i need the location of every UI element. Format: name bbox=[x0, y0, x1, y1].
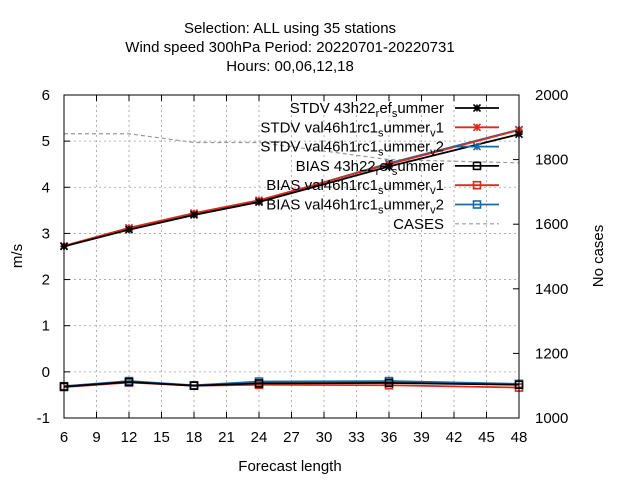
y-tick-label: 2 bbox=[42, 272, 50, 289]
point-marker bbox=[124, 225, 134, 234]
legend-label: BIAS val46h1rc1summerv2 bbox=[266, 197, 444, 217]
legend-label: STDV val46h1rc1summerv1 bbox=[260, 119, 444, 139]
title-line-3: Hours: 00,06,12,18 bbox=[226, 58, 354, 75]
x-tick-label: 45 bbox=[478, 429, 495, 446]
x-tick-label: 21 bbox=[218, 429, 235, 446]
y-tick-label: 1 bbox=[42, 318, 50, 335]
point-marker bbox=[124, 377, 134, 387]
title-line-2: Wind speed 300hPa Period: 20220701-20220… bbox=[125, 39, 454, 56]
legend-label: STDV val46h1rc1summerv2 bbox=[260, 139, 444, 159]
series-line bbox=[64, 133, 520, 164]
point-marker bbox=[254, 379, 264, 388]
title-line-1: Selection: ALL using 35 stations bbox=[184, 20, 396, 37]
legend-label: CASES bbox=[393, 216, 444, 233]
chart-title: Selection: ALL using 35 stations Wind sp… bbox=[125, 20, 454, 75]
x-tick-label: 36 bbox=[381, 429, 398, 446]
grid bbox=[64, 95, 519, 418]
y2-tick-label: 2000 bbox=[535, 87, 568, 104]
point-marker bbox=[384, 378, 394, 388]
x-tick-label: 24 bbox=[251, 429, 268, 446]
x-tick-label: 15 bbox=[153, 429, 170, 446]
y-tick-label: 3 bbox=[42, 225, 50, 242]
y-tick-label: 5 bbox=[42, 133, 50, 150]
legend-label: BIAS 43h22refsummer bbox=[296, 158, 444, 178]
x-tick-label: 27 bbox=[283, 429, 300, 446]
x-axis-label: Forecast length bbox=[238, 458, 341, 475]
x-tick-label: 6 bbox=[60, 429, 68, 446]
x-tick-label: 33 bbox=[348, 429, 365, 446]
y-axis-label: m/s bbox=[9, 244, 26, 268]
series-3 bbox=[59, 377, 524, 391]
y2-tick-label: 1600 bbox=[535, 216, 568, 233]
y2-tick-label: 1200 bbox=[535, 345, 568, 362]
x-tick-label: 42 bbox=[446, 429, 463, 446]
x-tick-label: 30 bbox=[316, 429, 333, 446]
point-marker bbox=[472, 123, 482, 132]
ticks: 6 9 12 15 18 21 24 27 30 33 36 39 42 45 48-10123456100… bbox=[37, 87, 569, 446]
series-6 bbox=[64, 133, 520, 164]
x-tick-label: 9 bbox=[92, 429, 100, 446]
point-marker bbox=[472, 161, 482, 171]
point-marker bbox=[254, 197, 264, 207]
series-line bbox=[63, 133, 520, 248]
x-tick-label: 18 bbox=[186, 429, 203, 446]
point-marker bbox=[472, 103, 482, 113]
point-marker bbox=[189, 381, 199, 391]
y-tick-label: 6 bbox=[42, 87, 50, 104]
y2-tick-label: 1000 bbox=[535, 410, 568, 427]
series-line bbox=[63, 381, 520, 388]
point-marker bbox=[472, 142, 482, 151]
y2-tick-label: 1800 bbox=[535, 152, 568, 169]
point-marker bbox=[189, 210, 199, 220]
y-tick-label: 0 bbox=[42, 364, 50, 381]
point-marker bbox=[472, 180, 482, 190]
y2-tick-label: 1400 bbox=[535, 281, 568, 298]
series-layer bbox=[59, 125, 524, 392]
y-tick-label: -1 bbox=[37, 410, 50, 427]
x-tick-label: 39 bbox=[413, 429, 430, 446]
y-tick-label: 4 bbox=[42, 179, 50, 196]
point-marker bbox=[384, 162, 394, 171]
legend-label: STDV 43h22refsummer bbox=[290, 100, 444, 120]
point-marker bbox=[472, 200, 482, 209]
y2-axis-label: No cases bbox=[590, 225, 607, 288]
x-tick-label: 12 bbox=[121, 429, 138, 446]
legend-label: BIAS val46h1rc1summerv1 bbox=[266, 177, 444, 197]
plot-frame bbox=[63, 94, 520, 419]
x-tick-label: 48 bbox=[511, 429, 528, 446]
series-line bbox=[63, 129, 520, 247]
